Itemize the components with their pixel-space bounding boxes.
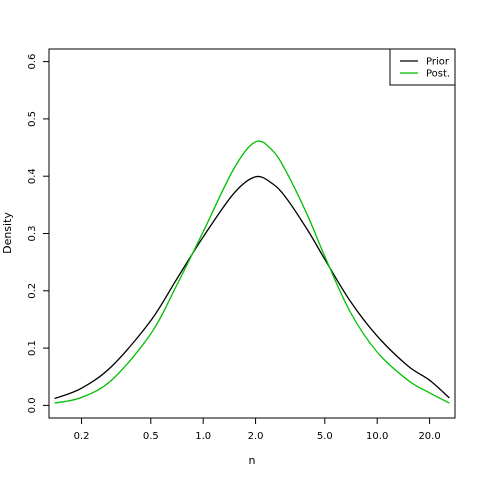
plot-frame xyxy=(48,48,456,419)
x-tick-label: 0.5 xyxy=(143,431,159,442)
y-axis: 0.0 0.1 0.2 0.3 0.4 0.5 0.6 xyxy=(27,54,50,413)
x-tick-label: 5.0 xyxy=(317,431,333,442)
y-axis-label: Density xyxy=(1,212,14,254)
y-tick-label: 0.1 xyxy=(27,340,38,356)
y-tick-label: 0.3 xyxy=(27,226,38,242)
y-tick-label: 0.5 xyxy=(27,111,38,127)
x-axis-label: n xyxy=(249,454,256,467)
y-tick-label: 0.6 xyxy=(27,54,38,70)
series-line-post xyxy=(54,140,450,404)
x-tick-label: 20.0 xyxy=(418,431,440,442)
x-tick-label: 0.2 xyxy=(74,431,90,442)
x-axis: 0.2 0.5 1.0 2.0 5.0 10.0 20.0 xyxy=(74,417,441,442)
legend-label: Prior xyxy=(426,57,450,68)
x-tick-label: 2.0 xyxy=(248,431,264,442)
y-tick-label: 0.0 xyxy=(27,397,38,413)
series-layer xyxy=(54,140,450,404)
series-line-prior xyxy=(54,175,450,400)
x-tick-label: 1.0 xyxy=(195,431,211,442)
legend-box xyxy=(389,48,456,86)
legend-label: Post. xyxy=(426,69,450,80)
y-tick-label: 0.2 xyxy=(27,283,38,299)
x-tick-label: 10.0 xyxy=(366,431,388,442)
y-tick-label: 0.4 xyxy=(27,168,38,184)
